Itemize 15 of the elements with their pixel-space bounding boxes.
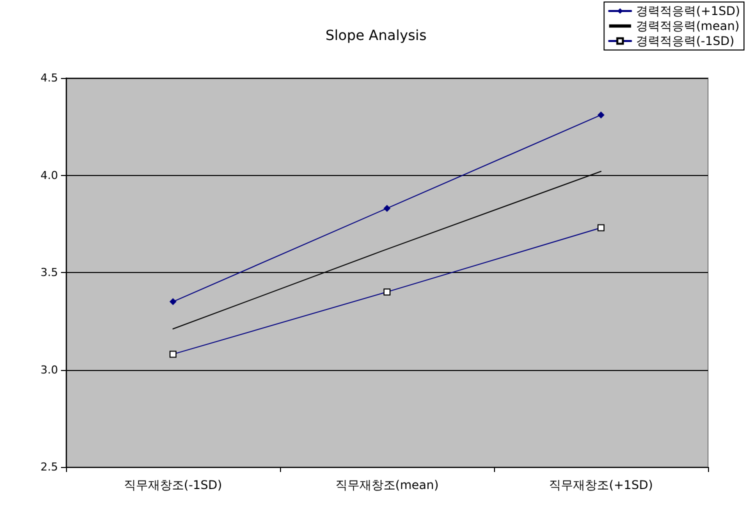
y-tick-label: 2.5 [40,460,58,474]
y-tick-label: 4.0 [40,168,58,182]
x-tick-label: 직무재창조(mean) [335,478,439,492]
y-tick-label: 3.5 [40,266,58,279]
legend-label: 경력적응력(mean) [636,19,740,33]
y-tick-label: 3.0 [40,363,58,376]
legend-label: 경력적응력(-1SD) [636,34,734,48]
x-tick-label: 직무재창조(+1SD) [549,478,653,492]
y-tick-label: 4.5 [40,72,58,84]
x-tick-label: 직무재창조(-1SD) [124,478,222,492]
point [598,111,604,118]
chart-title: Slope Analysis [326,28,426,44]
point [384,204,390,212]
point [170,298,176,306]
legend-label: 경력적응력(+1SD) [636,4,740,18]
